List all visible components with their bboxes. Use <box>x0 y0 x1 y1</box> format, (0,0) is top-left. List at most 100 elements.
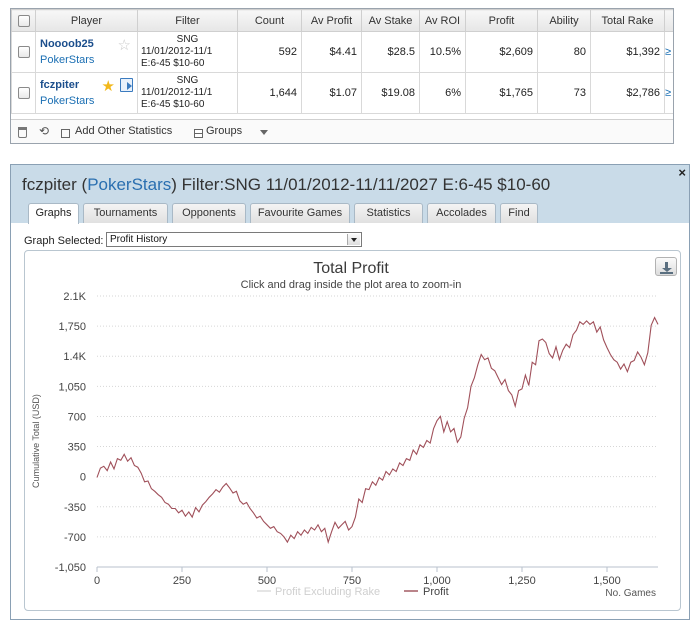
table-header-row: Player Filter Count Av Profit Av Stake A… <box>11 9 673 32</box>
filter-cell: SNG 11/01/2012-11/1 E:6-45 $10-60 <box>137 31 238 73</box>
tab-graphs[interactable]: Graphs <box>28 203 79 224</box>
total-rake-cell: $1,392 <box>590 31 665 73</box>
count-cell: 592 <box>237 31 302 73</box>
notes-icon[interactable] <box>120 78 133 92</box>
col-header-filter[interactable]: Filter <box>137 9 238 32</box>
graph-type-value: Profit History <box>110 234 168 245</box>
groups-dropdown[interactable]: Groups <box>206 125 243 137</box>
tab-opponents[interactable]: Opponents <box>172 203 246 223</box>
ability-cell: 73 <box>537 72 591 114</box>
y-tick-label: 1.4K <box>63 351 86 363</box>
x-tick-label: 500 <box>258 575 276 587</box>
open-link-icon[interactable]: ≥ <box>664 72 673 114</box>
download-icon[interactable] <box>655 257 677 276</box>
y-axis: 2.1K 1,750 1.4K 1,050 700 350 0 -350 -700 -1,050 <box>55 291 87 574</box>
x-axis-label: No. Games <box>605 588 656 599</box>
y-tick-label: -700 <box>64 532 86 544</box>
player-site-link[interactable]: PokerStars <box>40 54 95 66</box>
table-row[interactable]: Noooob25 PokerStars ☆ SNG 11/01/2012-11/… <box>11 31 673 73</box>
star-outline-icon[interactable]: ☆ <box>117 37 131 54</box>
profit-cell: $2,609 <box>465 31 538 73</box>
refresh-icon[interactable]: ⟲ <box>39 124 50 138</box>
av-profit-cell: $4.41 <box>301 31 362 73</box>
total-rake-cell: $2,786 <box>590 72 665 114</box>
tab-find[interactable]: Find <box>500 203 538 223</box>
y-axis-label: Cumulative Total (USD) <box>31 394 41 488</box>
av-roi-cell: 6% <box>419 72 466 114</box>
tab-statistics[interactable]: Statistics <box>354 203 423 223</box>
x-tick-label: 1,250 <box>508 575 536 587</box>
player-stats-table: Player Filter Count Av Profit Av Stake A… <box>11 9 673 114</box>
chevron-down-icon[interactable] <box>347 234 360 245</box>
ability-cell: 80 <box>537 31 591 73</box>
col-header-player[interactable]: Player <box>35 9 138 32</box>
chart-subtitle: Click and drag inside the plot area to z… <box>241 279 462 291</box>
av-stake-cell: $19.08 <box>361 72 420 114</box>
profit-chart[interactable]: Total Profit Click and drag inside the p… <box>25 251 680 610</box>
col-header-av-stake[interactable]: Av Stake <box>361 9 420 32</box>
filter-line-3: E:6-45 $10-60 <box>141 58 205 69</box>
y-tick-label: 0 <box>80 472 86 484</box>
table-row[interactable]: fczpiter PokerStars ★ SNG 11/01/2012-11/… <box>11 72 673 114</box>
tab-favourite-games[interactable]: Favourite Games <box>250 203 350 223</box>
chart-title: Total Profit <box>313 260 389 277</box>
open-link-icon[interactable]: ≥ <box>664 31 673 73</box>
row-checkbox[interactable] <box>11 31 36 73</box>
chevron-down-icon[interactable] <box>260 130 268 135</box>
av-profit-cell: $1.07 <box>301 72 362 114</box>
x-tick-label: 750 <box>343 575 361 587</box>
player-name-link[interactable]: fczpiter <box>40 79 80 91</box>
filter-line-1: SNG <box>176 75 199 86</box>
filter-cell: SNG 11/01/2012-11/1 E:6-45 $10-60 <box>137 72 238 114</box>
groups-icon[interactable] <box>194 129 203 138</box>
player-graph-panel: fczpiter (PokerStars) Filter:SNG 11/01/2… <box>10 164 690 620</box>
title-player: fczpiter <box>22 175 77 194</box>
col-header-extra <box>664 9 673 32</box>
col-header-profit[interactable]: Profit <box>465 9 538 32</box>
y-tick-label: 1,050 <box>58 381 86 393</box>
y-tick-label: 350 <box>68 442 86 454</box>
y-tick-label: -350 <box>64 502 86 514</box>
select-all-checkbox[interactable] <box>11 9 36 32</box>
legend-item-profit-excluding-rake[interactable]: Profit Excluding Rake <box>275 586 380 598</box>
x-tick-label: 1,000 <box>423 575 451 587</box>
col-header-count[interactable]: Count <box>237 9 302 32</box>
filter-line-3: E:6-45 $10-60 <box>141 99 205 110</box>
player-stats-table-panel: Player Filter Count Av Profit Av Stake A… <box>10 8 674 144</box>
col-header-av-roi[interactable]: Av ROI <box>419 9 466 32</box>
x-tick-label: 250 <box>173 575 191 587</box>
profit-series-line[interactable] <box>96 316 659 545</box>
col-header-av-profit[interactable]: Av Profit <box>301 9 362 32</box>
trash-icon[interactable] <box>18 127 27 138</box>
table-toolbar: ⟲ Add Other Statistics Groups <box>11 119 673 143</box>
graph-type-select[interactable]: Profit History <box>106 232 362 247</box>
y-tick-label: 2.1K <box>63 291 86 303</box>
legend-item-profit[interactable]: Profit <box>423 586 449 598</box>
col-header-total-rake[interactable]: Total Rake <box>590 9 665 32</box>
count-cell: 1,644 <box>237 72 302 114</box>
av-stake-cell: $28.5 <box>361 31 420 73</box>
y-tick-label: 700 <box>68 411 86 423</box>
y-tick-label: -1,050 <box>55 562 86 574</box>
chart-legend: Profit Excluding Rake Profit <box>257 586 449 598</box>
player-site-link[interactable]: PokerStars <box>40 95 95 107</box>
player-name-link[interactable]: Noooob25 <box>40 38 94 50</box>
panel-title: fczpiter (PokerStars) Filter:SNG 11/01/2… <box>22 175 551 194</box>
tab-accolades[interactable]: Accolades <box>427 203 496 223</box>
row-checkbox[interactable] <box>11 72 36 114</box>
x-tick-label: 1,500 <box>593 575 621 587</box>
tab-tournaments[interactable]: Tournaments <box>83 203 168 223</box>
panel-header: fczpiter (PokerStars) Filter:SNG 11/01/2… <box>11 165 689 224</box>
close-icon[interactable]: × <box>678 165 686 180</box>
x-tick-label: 0 <box>94 575 100 587</box>
col-header-ability[interactable]: Ability <box>537 9 591 32</box>
chart-container[interactable]: Total Profit Click and drag inside the p… <box>24 250 681 611</box>
av-roi-cell: 10.5% <box>419 31 466 73</box>
add-other-statistics-button[interactable]: Add Other Statistics <box>75 125 173 137</box>
x-axis: 0 250 500 750 1,000 1,250 1,500 <box>94 566 658 587</box>
add-statistics-icon[interactable] <box>61 129 70 138</box>
player-cell: Noooob25 PokerStars ☆ <box>35 31 138 73</box>
star-filled-icon[interactable]: ★ <box>101 78 115 95</box>
title-site-link[interactable]: PokerStars <box>87 175 172 194</box>
chart-grid <box>97 295 658 568</box>
